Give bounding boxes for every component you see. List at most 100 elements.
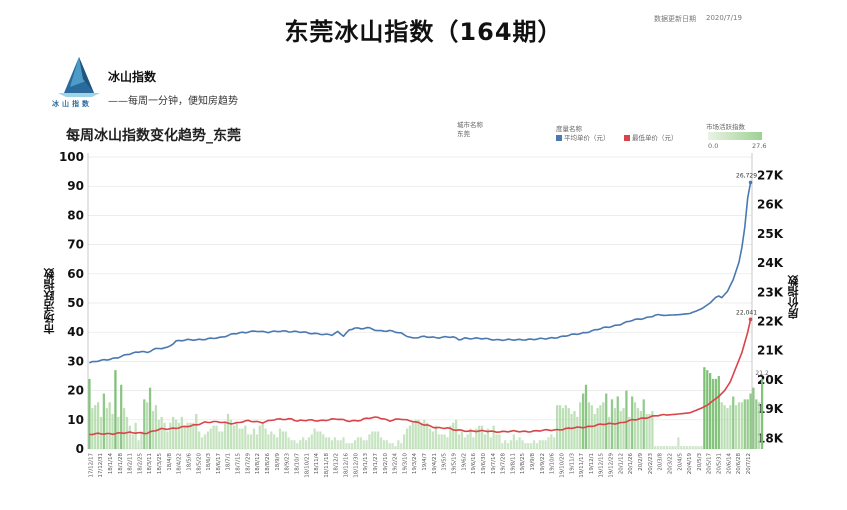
activity-bar (573, 411, 576, 449)
activity-bar (720, 402, 723, 449)
city-filter-label: 城市名称 (457, 121, 483, 129)
activity-bar (749, 393, 752, 449)
activity-bar (737, 402, 741, 449)
activity-bar (677, 437, 680, 449)
activity-bar (584, 384, 588, 449)
activity-bar (96, 402, 100, 449)
activity-bar (226, 413, 230, 449)
activity-bar (215, 425, 218, 449)
activity-bar (99, 416, 103, 449)
x-tick-label: 19/1/27 (373, 453, 379, 475)
activity-bar (200, 437, 204, 449)
update-date-label: 数据更新日期 (654, 15, 696, 23)
x-tick-label: 20/5/31 (717, 453, 723, 474)
activity-bar (454, 419, 458, 449)
activity-bar (362, 440, 365, 449)
x-tick-label: 18/5/6 (187, 453, 193, 471)
activity-bar (576, 416, 579, 449)
x-tick-label: 20/4/5 (677, 453, 683, 471)
activity-bar (146, 402, 149, 449)
activity-bar (353, 440, 357, 449)
activity-bar (504, 440, 507, 449)
activity-bar (209, 428, 212, 449)
activity-bar (550, 434, 553, 449)
x-tick-label: 20/6/14 (726, 452, 732, 474)
activity-bar (249, 434, 253, 449)
activity-bar (267, 434, 270, 449)
activity-bar (351, 443, 354, 449)
activity-bar (581, 393, 585, 449)
y-left-tick-label: 50 (67, 296, 84, 310)
activity-bar (613, 408, 616, 449)
avg-price-end-point (748, 180, 753, 185)
activity-bar (374, 431, 377, 449)
activity-bar (469, 428, 472, 449)
activity-bar (521, 440, 524, 449)
activity-bar (544, 440, 547, 449)
activity-bar (120, 384, 123, 449)
x-tick-label: 19/12/29 (609, 453, 615, 478)
x-tick-label: 18/3/25 (157, 452, 163, 474)
x-tick-label: 18/1/28 (118, 453, 124, 475)
x-tick-label: 19/12/15 (599, 452, 605, 477)
activity-bar (157, 419, 160, 449)
avg-price-legend[interactable]: 平均单价（元） (556, 134, 610, 142)
activity-bar (717, 376, 720, 449)
activity-bar (301, 437, 305, 449)
x-tick-label: 18/6/17 (216, 452, 222, 474)
activity-bar (532, 440, 536, 449)
activity-bar (88, 378, 91, 449)
activity-bar (524, 443, 527, 449)
x-tick-label: 18/10/7 (295, 453, 301, 475)
x-tick-label: 20/3/8 (658, 452, 664, 470)
activity-bar (307, 437, 310, 449)
activity-bar (148, 387, 152, 449)
activity-bar (706, 370, 709, 449)
y-left-tick-label: 100 (59, 150, 84, 164)
activity-bar (238, 428, 241, 449)
activity-bar (457, 434, 461, 449)
activity-bar (296, 443, 299, 449)
activity-bar (434, 425, 438, 449)
activity-bar (541, 440, 544, 449)
activity-bar (619, 411, 622, 449)
activity-bar (535, 443, 539, 449)
activity-bar (694, 446, 697, 449)
activity-bar (247, 434, 250, 449)
page-title: 东莞冰山指数（164期） (284, 18, 563, 46)
activity-bar (368, 434, 371, 449)
activity-bar (734, 405, 738, 449)
x-tick-label: 17/12/31 (98, 453, 104, 478)
x-tick-label: 19/3/10 (402, 452, 408, 474)
x-tick-label: 19/2/10 (383, 453, 389, 475)
deal-price-legend[interactable]: 最低单价（元） (623, 134, 677, 142)
activity-bar (255, 434, 259, 449)
activity-bar (723, 405, 726, 449)
activity-bar (313, 428, 316, 449)
activity-bar (154, 405, 157, 449)
activity-bar (397, 440, 400, 449)
y-right-tick-label: 20K (757, 373, 784, 387)
activity-bar (400, 443, 403, 449)
x-tick-label: 19/4/7 (422, 453, 428, 471)
x-tick-label: 20/5/17 (707, 452, 713, 474)
activity-bar (163, 422, 166, 449)
x-tick-label: 18/4/22 (177, 453, 183, 474)
activity-bar (561, 408, 565, 449)
activity-bar (319, 431, 322, 449)
x-tick-label: 19/5/19 (452, 452, 458, 474)
activity-bar (674, 446, 677, 449)
city-filter[interactable]: 城市名称 东莞 (457, 121, 483, 139)
activity-bar (391, 443, 394, 449)
activity-bar (466, 434, 469, 449)
deal-price-line (89, 319, 752, 436)
deal-price-end-label: 22,041 (736, 309, 757, 316)
x-tick-label: 20/4/19 (687, 453, 693, 475)
activity-bar (665, 446, 668, 449)
activity-bar (140, 431, 143, 449)
x-tick-label: 19/12/1 (589, 453, 595, 474)
activity-bar (186, 422, 189, 449)
activity-bar (281, 431, 284, 449)
activity-bar (642, 399, 645, 449)
